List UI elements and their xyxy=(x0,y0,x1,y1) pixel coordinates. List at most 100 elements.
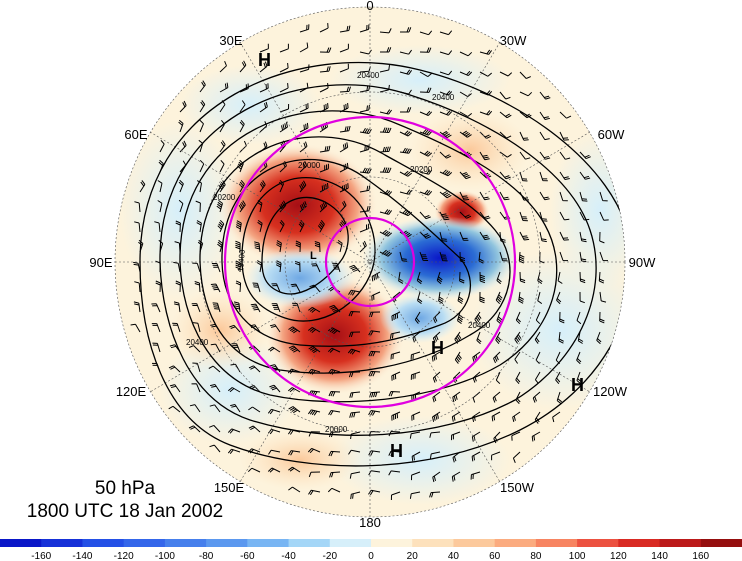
wind-barb xyxy=(519,231,530,241)
wind-barb xyxy=(307,368,321,375)
colorbar: -160 -140 -120 -100 -80 -60 -40 -20 0 20 40 60 80 100… xyxy=(0,539,742,561)
lon-label: 30W xyxy=(500,33,527,48)
wind-barb xyxy=(519,271,526,284)
wind-barb xyxy=(328,391,341,397)
wind-barb xyxy=(288,466,301,473)
wind-barb xyxy=(239,100,246,113)
wind-barb xyxy=(307,409,321,416)
wind-barb xyxy=(436,271,443,285)
wind-barb xyxy=(154,221,161,233)
wind-barb xyxy=(299,24,310,33)
wind-barb xyxy=(379,167,392,173)
wind-barb xyxy=(556,391,563,405)
wind-barb xyxy=(267,408,281,415)
wind-barb xyxy=(248,425,261,433)
wind-barb xyxy=(279,83,289,93)
wind-barb xyxy=(196,220,202,233)
wind-barb xyxy=(371,291,381,301)
wind-barb xyxy=(599,311,605,324)
wind-barb xyxy=(499,111,512,119)
wind-barb xyxy=(451,471,461,482)
wind-barb xyxy=(288,486,301,493)
wind-barb xyxy=(579,151,591,160)
wind-barb xyxy=(454,351,462,364)
wind-barb xyxy=(368,311,381,318)
wind-barb xyxy=(359,185,371,193)
colorbar-box xyxy=(164,539,207,547)
colorbar-box xyxy=(535,539,578,547)
wind-barb xyxy=(299,42,309,53)
wind-barb xyxy=(130,323,141,333)
wind-barb xyxy=(239,119,245,133)
wind-barb xyxy=(157,180,163,193)
wind-barb xyxy=(317,219,325,233)
wind-barb xyxy=(178,199,184,213)
wind-barb xyxy=(414,311,421,324)
wind-barb xyxy=(558,331,564,344)
wind-barb xyxy=(211,263,221,273)
wind-barb xyxy=(576,371,582,385)
wind-barb xyxy=(439,151,452,159)
wind-barb xyxy=(247,467,261,473)
wind-barb xyxy=(230,363,241,373)
wind-barb xyxy=(379,209,393,215)
colorbar-tick-label: -100 xyxy=(155,551,175,561)
wind-barb xyxy=(512,451,521,463)
colorbar-tick-label: -20 xyxy=(323,551,338,561)
wind-barb xyxy=(499,91,511,100)
wind-barb xyxy=(555,371,561,385)
wind-barb xyxy=(308,489,321,496)
wind-barb xyxy=(470,471,481,480)
wind-barb xyxy=(279,219,285,233)
wind-barb xyxy=(496,271,502,285)
wind-barb xyxy=(227,387,241,393)
colorbar-tick-label: -140 xyxy=(72,551,92,561)
wind-barb xyxy=(216,200,223,213)
lon-label: 120W xyxy=(593,384,628,399)
wind-barb xyxy=(519,71,531,79)
wind-barb xyxy=(451,411,461,422)
wind-barb xyxy=(532,391,541,403)
wind-barb xyxy=(457,311,464,325)
wind-barb xyxy=(339,142,349,153)
wind-barb xyxy=(479,49,493,55)
colorbar-box xyxy=(123,539,166,547)
wind-barb xyxy=(479,231,490,241)
wind-barb xyxy=(539,111,551,120)
wind-barb xyxy=(439,70,453,76)
lon-label: 180 xyxy=(359,515,381,530)
wind-barb xyxy=(188,345,201,353)
wind-barb xyxy=(178,179,184,193)
wind-barb xyxy=(499,131,512,139)
wind-barb xyxy=(208,365,221,373)
colorbar-box xyxy=(329,539,372,547)
wind-barb xyxy=(134,201,141,213)
wind-barb xyxy=(279,200,287,213)
wind-barb xyxy=(439,169,453,177)
wind-barb xyxy=(380,47,392,53)
wind-barb xyxy=(359,24,370,33)
wind-barb xyxy=(349,264,361,273)
wind-barb xyxy=(491,451,501,461)
colorbar-box xyxy=(41,539,83,547)
wind-barb xyxy=(308,345,321,354)
lon-label: 150E xyxy=(214,480,245,495)
wind-barb xyxy=(556,291,562,305)
colorbar-boxes xyxy=(0,539,742,547)
wind-barb xyxy=(388,391,401,397)
colorbar-tick-label: 60 xyxy=(489,551,501,561)
wind-barb xyxy=(210,283,221,293)
wind-barb xyxy=(314,241,321,253)
wind-barb xyxy=(227,428,241,434)
wind-barb xyxy=(348,289,361,296)
wind-barb xyxy=(419,251,429,261)
wind-barb xyxy=(175,220,181,233)
wind-barb xyxy=(299,122,309,133)
wind-barb xyxy=(479,171,492,179)
wind-barb xyxy=(319,182,329,193)
wind-barb xyxy=(459,91,472,98)
wind-barb xyxy=(495,371,501,385)
wind-barb xyxy=(399,130,413,137)
wind-barb xyxy=(399,170,413,177)
wind-barb xyxy=(499,151,512,158)
